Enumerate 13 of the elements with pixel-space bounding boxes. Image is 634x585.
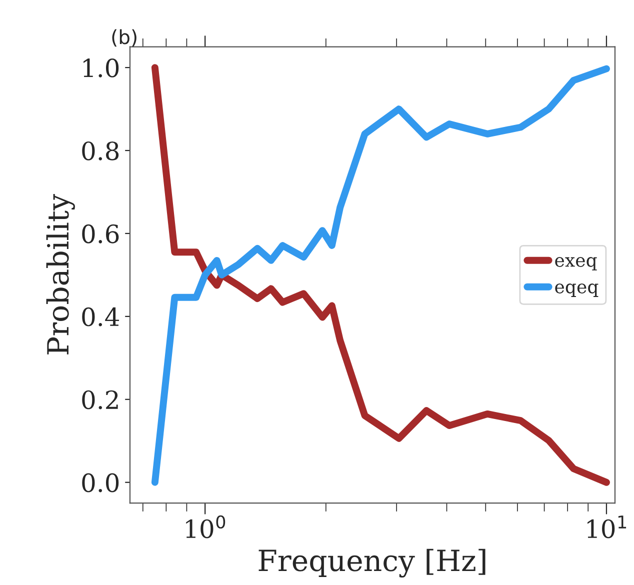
y-tick-label: 0.4 <box>82 307 119 326</box>
y-tick-label: 1.0 <box>84 58 119 78</box>
y-tick-label: 0.2 <box>82 390 118 410</box>
y-tick-label: 0.6 <box>82 224 119 244</box>
x-axis-title: Frequency [Hz] <box>258 548 486 578</box>
y-axis-title: Probability <box>46 194 75 354</box>
legend-label: eqeq <box>555 284 598 297</box>
chart-title: (b) <box>112 29 136 47</box>
y-tick-label: 0.0 <box>82 473 119 492</box>
y-tick-label: 0.8 <box>82 141 119 160</box>
legend-label: exeq <box>555 257 597 270</box>
x-tick-label: 10$^{1}$ <box>588 516 626 538</box>
x-tick-label: 10$^{0}$ <box>186 515 226 538</box>
